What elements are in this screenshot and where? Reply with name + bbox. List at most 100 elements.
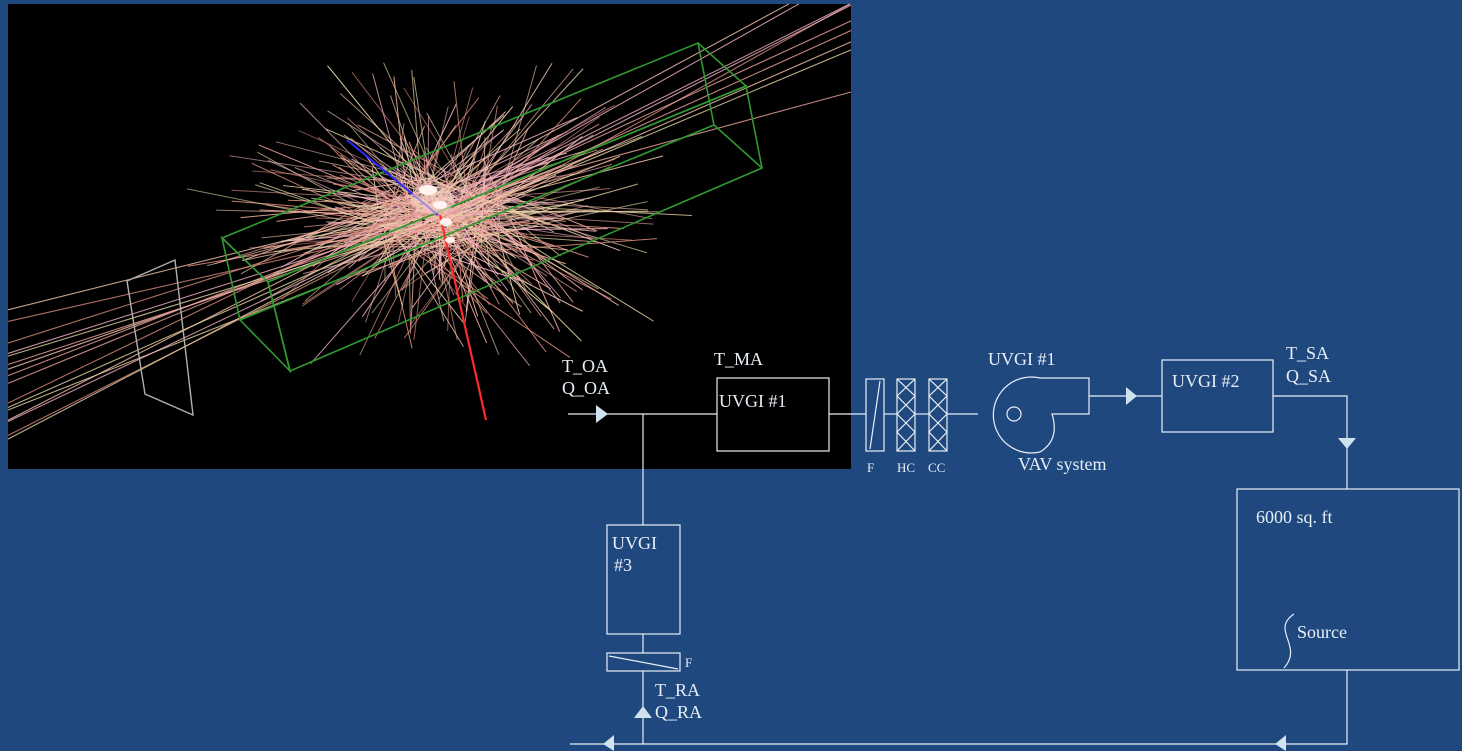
particle-track — [216, 209, 407, 216]
particle-track — [466, 201, 506, 217]
particle-track — [403, 211, 502, 287]
particle-track — [435, 129, 505, 182]
cooling-coil-label: CC — [928, 460, 945, 475]
particle-track — [437, 3, 851, 236]
particle-track — [431, 149, 440, 181]
filter-box — [865, 378, 885, 452]
simulation-panel — [7, 3, 852, 469]
particle-track — [420, 220, 455, 296]
particle-track — [495, 192, 594, 240]
supply-air-temp-label: T_SA — [1286, 343, 1329, 363]
return-arrow-left — [603, 735, 614, 751]
return-air-flow-label: Q_RA — [655, 702, 702, 722]
fan-hub — [1006, 406, 1022, 422]
particle-track — [240, 189, 391, 275]
particle-track — [339, 210, 444, 291]
particle-track — [319, 160, 446, 188]
particle-track — [440, 87, 474, 205]
particle-track — [511, 217, 561, 257]
uvgi3-label-line2: #3 — [614, 555, 632, 575]
lamp-plane — [126, 258, 194, 417]
particle-track — [356, 190, 401, 214]
heating-coil-label: HC — [897, 460, 915, 475]
particle-track — [425, 234, 494, 274]
particle-track — [453, 41, 852, 217]
outside-air-temp-label: T_OA — [562, 356, 608, 376]
uvgi1-duct-label: UVGI #1 — [719, 391, 787, 411]
particle-track — [333, 183, 392, 193]
particle-track — [7, 202, 434, 421]
particle-track — [423, 248, 522, 282]
particle-track — [389, 125, 425, 209]
particle-track — [310, 237, 422, 364]
return-arrow-right — [1275, 735, 1286, 751]
particle-track — [7, 222, 444, 357]
supply-duct-to-zone — [1273, 395, 1348, 489]
filter-diagonal — [869, 380, 881, 450]
heating-coil-box — [896, 378, 916, 452]
particle-track — [7, 223, 419, 440]
hvac-diagram: T_OA Q_OA T_MA UVGI #1 F HC CC UVGI #1 V… — [562, 343, 1460, 751]
supply-air-flow-label: Q_SA — [1286, 366, 1331, 386]
fan-housing — [992, 376, 1090, 454]
particle-track — [442, 146, 597, 195]
particle-track — [435, 237, 491, 306]
particle-track — [453, 81, 469, 203]
particle-track — [448, 208, 577, 293]
particle-track — [434, 221, 488, 344]
particle-track — [7, 215, 441, 354]
particle-track — [361, 207, 436, 317]
particle-track — [7, 205, 465, 436]
return-air-temp-label: T_RA — [655, 680, 700, 700]
particle-track — [411, 207, 452, 241]
particle-track — [259, 182, 424, 242]
fan-title-label: UVGI #1 — [988, 349, 1056, 369]
supply-arrow — [1126, 387, 1137, 405]
return-duct — [570, 670, 1348, 745]
cooling-coil-zigzag-a — [928, 378, 948, 452]
particle-track — [456, 29, 852, 210]
particle-track — [299, 102, 399, 204]
return-filter-label: F — [685, 655, 692, 670]
particle-track — [453, 3, 850, 203]
particle-track — [186, 188, 376, 228]
particle-track — [392, 232, 465, 325]
lamp-core — [410, 185, 455, 243]
particle-track — [448, 91, 852, 203]
particle-track — [422, 3, 789, 202]
particle-track — [325, 128, 475, 196]
particle-track — [432, 106, 514, 205]
particle-track — [437, 3, 800, 207]
source-squiggle-icon — [1283, 613, 1295, 669]
particle-tracks — [7, 3, 852, 440]
particle-track — [7, 208, 413, 311]
filter-label: F — [867, 460, 874, 475]
particle-track — [261, 208, 434, 302]
particle-track — [425, 231, 583, 312]
particle-track — [452, 157, 489, 222]
particle-track — [416, 125, 457, 182]
particle-track — [7, 198, 429, 404]
cooling-coil-zigzag-b — [928, 378, 948, 452]
particle-track — [401, 232, 430, 291]
duct-wireframe — [220, 42, 763, 374]
particle-track — [229, 155, 448, 190]
particle-track — [411, 205, 502, 324]
particle-track — [452, 216, 500, 305]
uvgi2-label: UVGI #2 — [1172, 371, 1240, 391]
particle-track — [338, 166, 423, 222]
particle-track — [452, 211, 654, 225]
axis-x — [438, 214, 488, 421]
mixed-air-temp-label: T_MA — [714, 349, 763, 369]
zone-area-label: 6000 sq. ft — [1256, 507, 1333, 527]
particle-track — [351, 193, 418, 302]
particle-track — [418, 20, 852, 221]
particle-track — [432, 202, 516, 259]
outside-air-arrow — [596, 405, 608, 423]
particle-track — [502, 205, 692, 216]
particle-track — [489, 155, 664, 202]
zone-supply-arrow — [1338, 438, 1356, 449]
heating-coil-zigzag-a — [896, 378, 916, 452]
particle-track — [371, 167, 379, 207]
